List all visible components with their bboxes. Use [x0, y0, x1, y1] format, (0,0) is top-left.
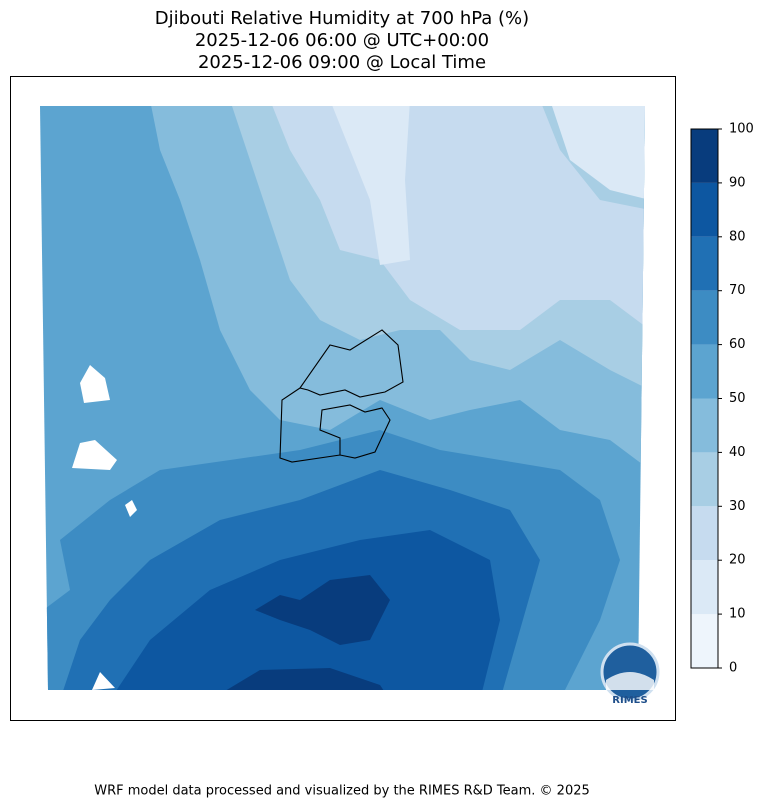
colorbar-segment [691, 182, 718, 237]
colorbar: 0 10 20 30 40 50 60 70 80 90 100 [690, 122, 754, 676]
tick-label: 40 [729, 445, 746, 460]
colorbar-segment [691, 236, 718, 291]
footer: WRF model data processed and visualized … [94, 784, 590, 799]
title-line: Djibouti Relative Humidity at 700 hPa (%… [155, 8, 529, 29]
colorbar-segment [691, 344, 718, 399]
colorbar-segment [691, 506, 718, 561]
map [40, 106, 645, 690]
tick-label: 10 [729, 607, 746, 622]
field-10 [330, 106, 645, 265]
tick-label: 50 [729, 391, 746, 406]
tick-label: 30 [729, 499, 746, 514]
tick-label: 20 [729, 553, 746, 568]
colorbar-segment [691, 398, 718, 453]
title-line: 2025-12-06 06:00 @ UTC+00:00 [195, 30, 489, 51]
tick-label: 90 [729, 175, 746, 190]
colorbar-segment [691, 614, 718, 668]
tick-label: 80 [729, 229, 746, 244]
logo: RIMES [600, 642, 660, 706]
colorbar-segment [691, 560, 718, 615]
colorbar-segment [691, 452, 718, 507]
logo-wave [606, 672, 654, 690]
tick-label: 60 [729, 337, 746, 352]
tick-label: 70 [729, 283, 746, 298]
tick-label: 100 [729, 122, 754, 137]
missing-area [72, 365, 137, 690]
country-border [279, 329, 404, 463]
colorbar-segment [691, 129, 718, 183]
logo-text: RIMES [612, 695, 647, 706]
title-line: 2025-12-06 09:00 @ Local Time [198, 52, 486, 73]
tick-label: 0 [729, 661, 737, 676]
colorbar-segment [691, 290, 718, 345]
field-90 [210, 575, 390, 690]
